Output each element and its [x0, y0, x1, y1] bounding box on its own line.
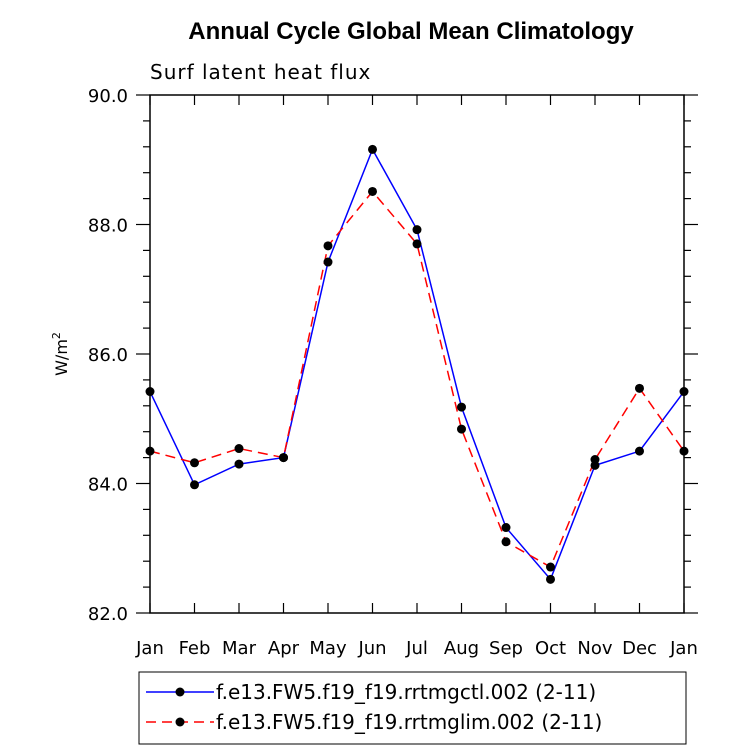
series-1-point: [190, 480, 199, 490]
series-2-point: [190, 458, 199, 468]
x-tick-label: Jul: [405, 638, 428, 659]
series-2-point: [234, 444, 244, 454]
series-2-point: [635, 383, 644, 393]
series-2-point: [323, 241, 333, 251]
x-tick-label: Oct: [535, 638, 566, 659]
y-tick-label: 82.0: [88, 604, 128, 625]
series-1-point: [546, 574, 555, 584]
series-1-point: [412, 225, 422, 235]
legend: f.e13.FW5.f19_f19.rrtmgctl.002 (2-11) f.e…: [138, 671, 687, 745]
series-1-point: [501, 523, 511, 533]
y-axis-label-superscript: 2: [50, 332, 63, 339]
legend-entries: f.e13.FW5.f19_f19.rrtmgctl.002 (2-11) f.e…: [146, 680, 602, 734]
series-1-point: [635, 446, 644, 456]
series-2-point: [457, 424, 466, 434]
series-2-point: [368, 186, 377, 196]
x-tick-label: Jan: [669, 638, 698, 659]
chart-title: Annual Cycle Global Mean Climatology: [188, 18, 634, 45]
x-tick-label: Feb: [179, 638, 211, 659]
x-tick-label: Jun: [357, 638, 386, 659]
axes-ticks: [136, 94, 698, 614]
legend-label-1: f.e13.FW5.f19_f19.rrtmgctl.002 (2-11): [216, 680, 596, 704]
x-tick-label: Sep: [489, 638, 523, 659]
x-tick-label: Aug: [444, 638, 479, 659]
legend-box: [138, 671, 687, 745]
tick-labels: Jan Feb Mar Apr May Jun Jul Aug Sep Oct Nov Dec Jan 8…: [88, 86, 698, 659]
series-line-1: [149, 147, 685, 581]
y-axis-label-units: W/m: [52, 339, 71, 376]
series-2-point: [546, 562, 555, 572]
y-tick-label: 84.0: [88, 475, 128, 496]
legend-marker-1: [175, 687, 185, 697]
series-2-point: [412, 239, 422, 249]
x-tick-label: Jan: [135, 638, 164, 659]
series-1-point: [323, 257, 333, 267]
x-tick-label: May: [309, 638, 347, 659]
x-tick-label: Mar: [222, 638, 257, 659]
series-1-point: [234, 459, 244, 469]
series-layer: [145, 144, 689, 584]
legend-label-2: f.e13.FW5.f19_f19.rrtmglim.002 (2-11): [216, 710, 602, 734]
y-tick-label: 88.0: [88, 216, 128, 237]
x-tick-label: Dec: [622, 638, 657, 659]
y-tick-label: 86.0: [88, 345, 128, 366]
plot-frame: [149, 94, 685, 614]
series-2-point: [590, 455, 600, 465]
y-axis-label: W/m2: [50, 332, 71, 376]
x-tick-label: Apr: [268, 638, 300, 659]
series-2-point: [501, 537, 511, 547]
series-2-point: [279, 453, 288, 463]
chart-subtitle: Surf latent heat flux: [150, 60, 371, 84]
x-tick-label: Nov: [577, 638, 612, 659]
legend-marker-2: [175, 717, 185, 727]
series-1-point: [368, 144, 377, 154]
series-1-point: [457, 402, 466, 412]
y-tick-label: 90.0: [88, 86, 128, 107]
